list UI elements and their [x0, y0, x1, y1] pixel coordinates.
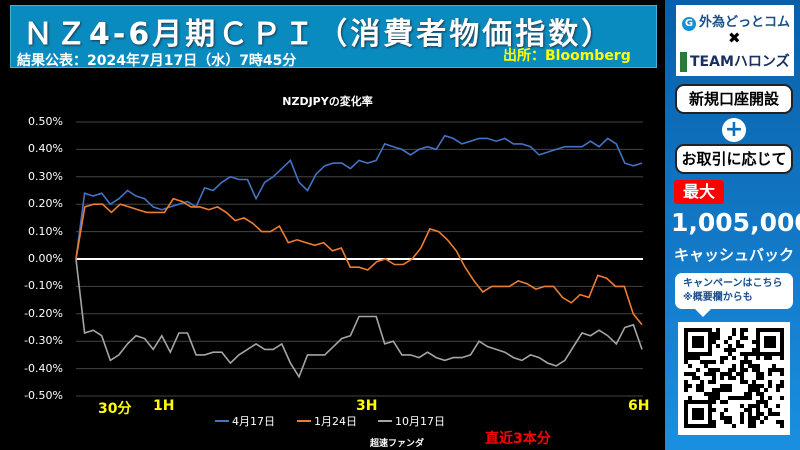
- cross-icon: ✖: [728, 29, 741, 47]
- x-tick-6h: 6H: [628, 398, 650, 414]
- source-label: 出所：Bloomberg: [503, 48, 631, 64]
- page-title: ＮＺ4-6月期ＣＰＩ（消費者物価指数）: [23, 17, 615, 52]
- legend-label: 4月17日: [232, 415, 275, 428]
- open-account-button[interactable]: 新規口座開設: [675, 84, 793, 114]
- series-line-1: [75, 197, 643, 326]
- ad-panel[interactable]: G 外為どっとコム ✖ TEAMハロンズ 新規口座開設 + お取引に応じて 最大 …: [665, 0, 800, 450]
- plus-icon: +: [722, 118, 746, 142]
- cashback-label: キャッシュバック: [674, 246, 795, 264]
- amount-value: 1,005,000: [671, 208, 800, 237]
- qr-code[interactable]: [678, 322, 790, 435]
- sponsor-logo: G 外為どっとコム ✖ TEAMハロンズ: [676, 5, 794, 76]
- y-tick-label: -0.50%: [24, 389, 63, 402]
- y-tick-label: 0.10%: [28, 224, 63, 238]
- y-tick-label: -0.20%: [24, 306, 63, 320]
- campaign-bubble[interactable]: キャンペーンはこちら ※概要欄からも: [675, 273, 793, 317]
- legend-item-oct17: 10月17日: [378, 413, 445, 429]
- trade-button[interactable]: お取引に応じて: [675, 144, 793, 174]
- chart-title: NZDJPYの変化率: [282, 95, 373, 108]
- legend-label: 1月24日: [314, 415, 357, 428]
- max-badge: 最大: [674, 180, 724, 204]
- y-tick-label: -0.30%: [24, 334, 63, 348]
- bubble-line-1: キャンペーンはこちら: [683, 278, 783, 289]
- x-tick-3h: 3H: [356, 398, 378, 414]
- qr-code-image: [684, 328, 784, 428]
- y-tick-label: 0.50%: [28, 115, 63, 128]
- y-tick-label: 0.00%: [28, 252, 63, 265]
- release-time: 結果公表：2024年7月17日（水）7時45分: [17, 53, 297, 69]
- header-banner: ＮＺ4-6月期ＣＰＩ（消費者物価指数） 結果公表：2024年7月17日（水）7時…: [10, 5, 657, 69]
- g-logo-icon: G: [682, 17, 696, 31]
- x-tick-1h: 1H: [153, 398, 175, 414]
- bubble-line-2: ※概要欄からも: [683, 292, 753, 303]
- team-logo-icon: [680, 52, 687, 72]
- recent-note: 直近3本分: [485, 431, 551, 447]
- brand-label: 超速ファンダ: [370, 439, 425, 449]
- x-tick-30m: 30分: [98, 401, 132, 417]
- cashback-amount: 1,005,000 円: [671, 208, 800, 237]
- y-tick-label: -0.40%: [24, 361, 63, 375]
- logo-top-text: 外為どっとコム: [699, 15, 791, 30]
- y-tick-label: 0.40%: [28, 142, 63, 156]
- y-tick-label: 0.30%: [28, 169, 63, 183]
- legend-item-jan24: 1月24日: [297, 413, 357, 429]
- series-line-2: [75, 258, 643, 379]
- logo-bottom-text: TEAMハロンズ: [690, 54, 790, 70]
- legend-label: 10月17日: [395, 415, 445, 428]
- series-line-0: [75, 134, 643, 260]
- legend-item-apr17: 4月17日: [215, 413, 275, 429]
- line-chart: [75, 121, 643, 397]
- y-tick-label: -0.10%: [24, 279, 63, 293]
- y-tick-label: 0.20%: [28, 197, 63, 211]
